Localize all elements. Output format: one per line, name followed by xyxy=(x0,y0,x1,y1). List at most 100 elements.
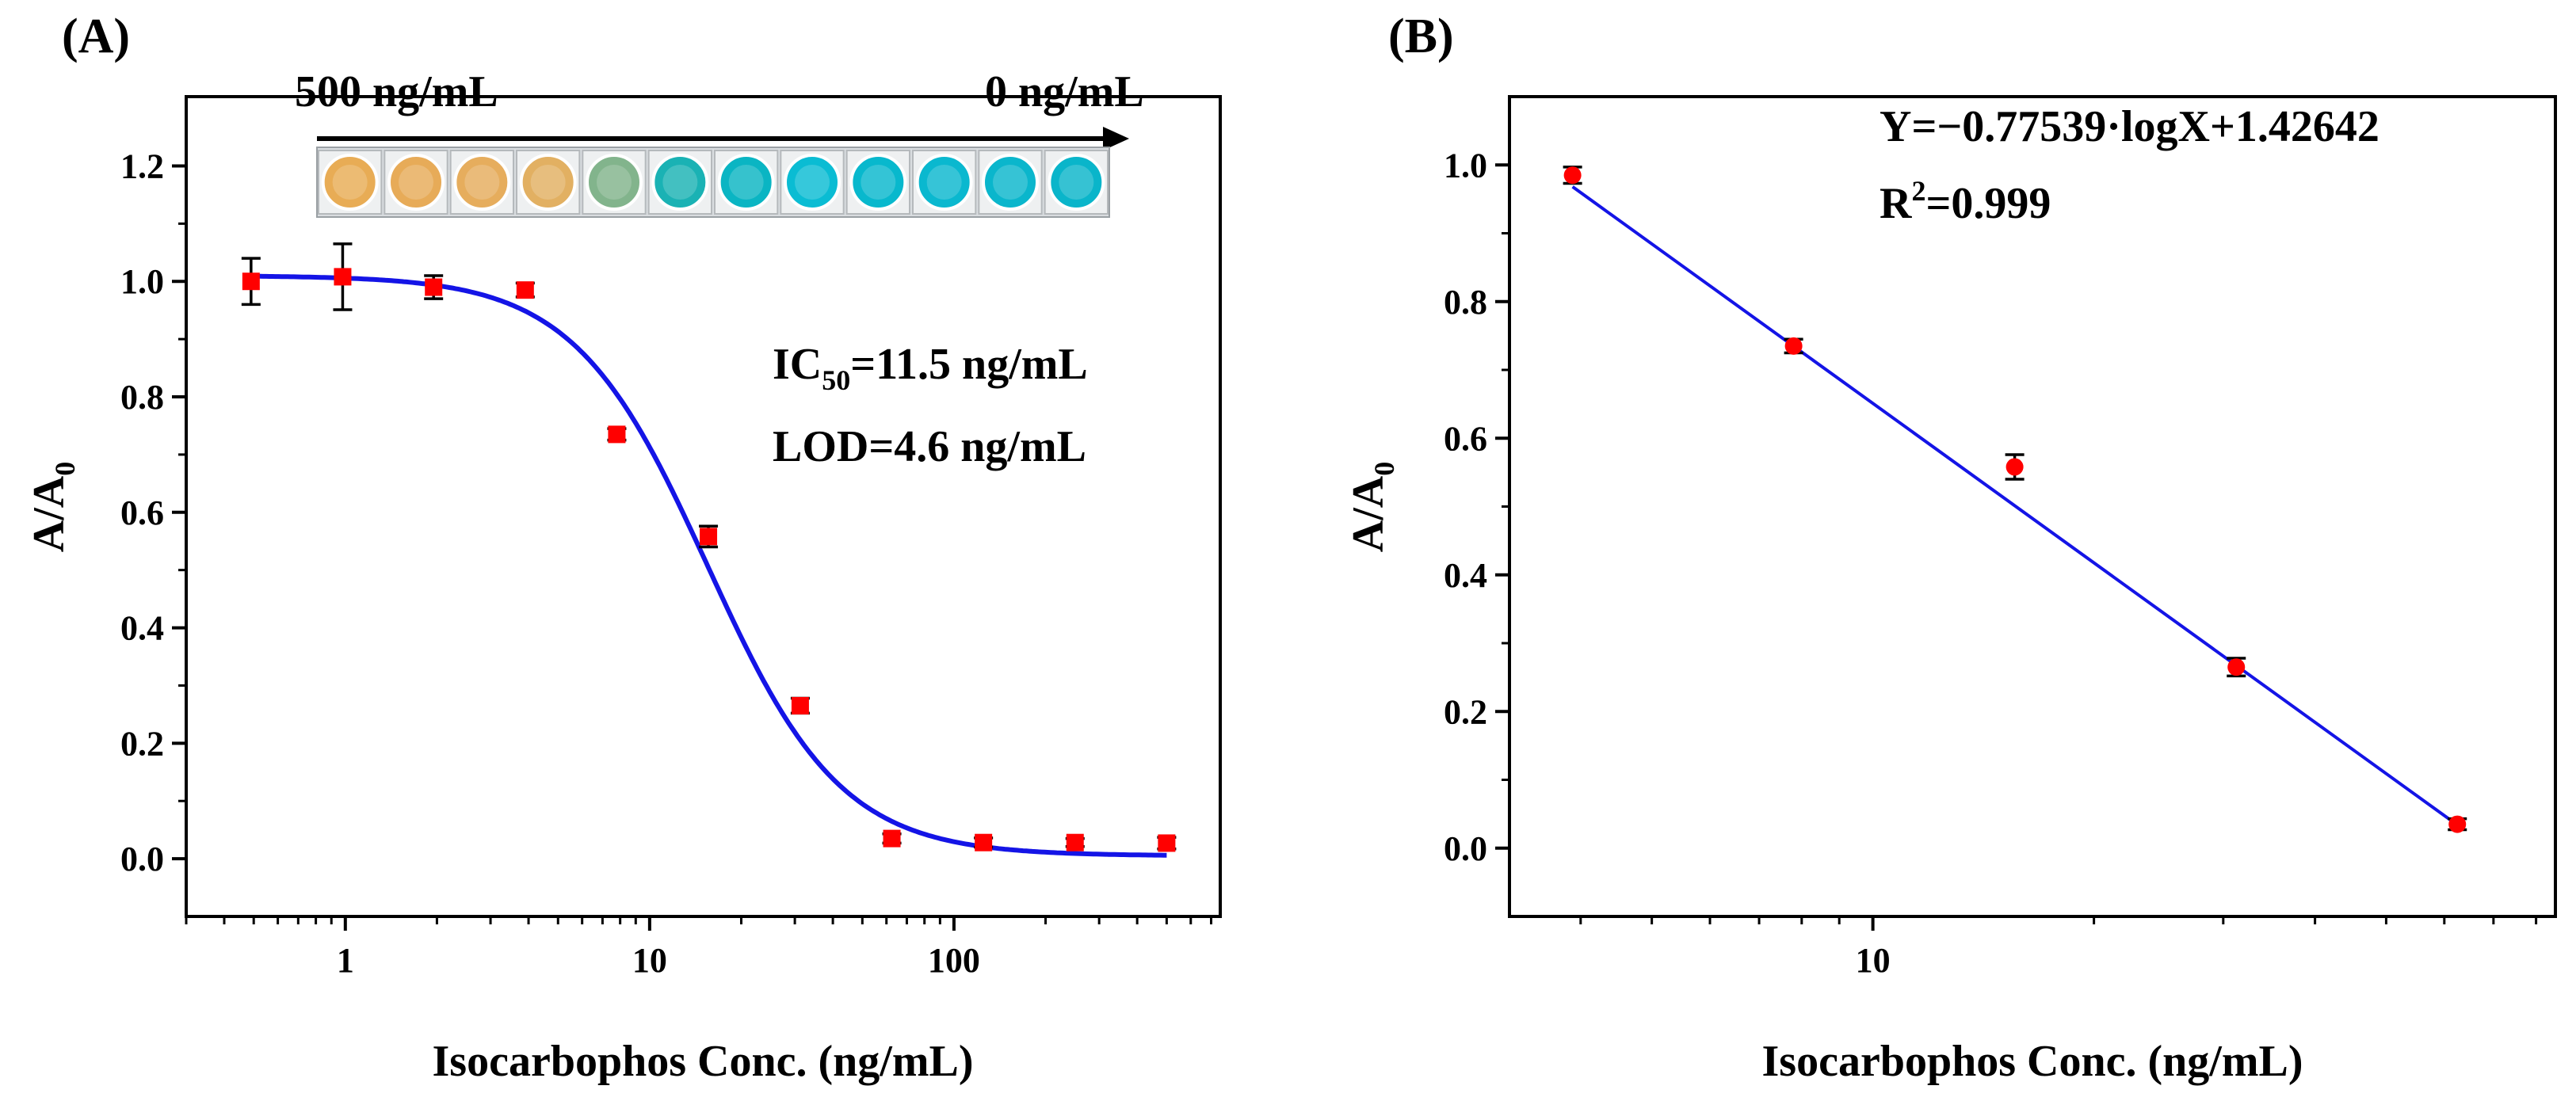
panel-a-y-axis-title: A/A0 xyxy=(25,462,81,552)
marker xyxy=(1563,166,1582,185)
panel-a-y-tick-label: 0.4 xyxy=(120,609,164,648)
panel-a-data-point xyxy=(882,829,902,848)
r2-annotation: R2=0.999 xyxy=(1880,175,2051,228)
well-highlight xyxy=(399,165,433,200)
well-highlight xyxy=(332,165,368,200)
r2-value: =0.999 xyxy=(1925,179,2051,228)
panel-a-y-tick-label: 1.2 xyxy=(120,147,164,185)
panel-b-x-axis-title: Isocarbophos Conc. (ng/mL) xyxy=(1762,1037,2303,1086)
panel-a-plot-frame xyxy=(185,95,1222,918)
panel-a-data-point xyxy=(333,242,353,311)
panel-b-y-axis-title-main: A/A xyxy=(1344,475,1393,552)
panel-a-y-axis-title-sub: 0 xyxy=(49,462,81,476)
panel-a-data-point xyxy=(1157,834,1177,852)
well-liquid xyxy=(915,154,973,211)
panel-b-y-tick-label: 0.8 xyxy=(1444,283,1487,322)
strip-well xyxy=(582,150,647,215)
well-highlight xyxy=(662,165,698,200)
well-liquid xyxy=(651,154,709,211)
well-highlight xyxy=(795,165,830,200)
panel-a-x-tick-label: 1 xyxy=(337,941,354,980)
panel-a-data-point xyxy=(790,696,810,715)
lod-annotation: LOD=4.6 ng/mL xyxy=(773,422,1086,471)
marker xyxy=(2448,815,2467,833)
panel-a-y-axis-title-main: A/A xyxy=(25,475,74,552)
panel-b-y-axis: 0.0 0.2 0.4 0.6 0.8 1.0 xyxy=(1444,146,1509,868)
well-liquid xyxy=(519,154,577,211)
panel-b-data-points xyxy=(1563,166,2467,833)
marker xyxy=(334,268,352,286)
panel-b-data-point xyxy=(2005,453,2025,481)
panel-b-x-axis: 10 xyxy=(1579,916,2538,980)
panel-b-fit-path xyxy=(1571,185,2459,827)
well-highlight xyxy=(464,165,500,200)
marker xyxy=(516,281,534,299)
panel-a: (A) 0.00.20.40.60.81.01.2 1 10 100 500 ng/… xyxy=(25,10,1222,1086)
marker xyxy=(700,528,718,546)
panel-b-data-point xyxy=(1784,337,1803,355)
strip-well xyxy=(912,150,977,215)
panel-a-y-tick-label: 1.0 xyxy=(120,262,164,301)
marker xyxy=(242,272,260,291)
panel-b-y-tick-label: 0.0 xyxy=(1444,829,1487,868)
panel-a-data-point xyxy=(974,833,994,851)
panel-a-y-axis: 0.0 0.2 0.4 0.6 0.8 1.0 1.2 xyxy=(120,147,186,878)
panel-a-data-points xyxy=(241,242,1177,852)
well-highlight xyxy=(861,165,896,200)
strip-well xyxy=(384,150,448,215)
panel-b-data-point xyxy=(1563,166,1582,185)
well-liquid xyxy=(387,154,445,211)
well-highlight xyxy=(530,165,566,200)
marker xyxy=(1784,337,1803,355)
strip-right-label: 0 ng/mL xyxy=(985,67,1144,116)
ic50-prefix: IC xyxy=(773,340,822,389)
panel-a-data-point xyxy=(515,281,535,299)
ic50-annotation: IC50=11.5 ng/mL xyxy=(773,340,1088,396)
panel-a-y-tick-label: 0.6 xyxy=(120,493,164,532)
panel-a-y-tick-label: 0.8 xyxy=(120,378,164,417)
panel-a-data-point xyxy=(607,425,627,444)
r2-prefix: R xyxy=(1880,179,1912,228)
panel-b-fit-line xyxy=(1571,185,2459,827)
well-liquid xyxy=(784,154,841,211)
strip-wells xyxy=(318,150,1109,215)
marker xyxy=(2005,458,2024,476)
panel-a-x-tick-label: 100 xyxy=(928,941,980,980)
panel-a-data-point xyxy=(1065,833,1085,851)
panel-a-y-tick-label: 0.2 xyxy=(120,724,164,763)
well-liquid xyxy=(586,154,643,211)
strip-well xyxy=(978,150,1043,215)
panel-b-y-tick-label: 0.2 xyxy=(1444,692,1487,731)
strip-plate xyxy=(316,147,1110,218)
strip-well xyxy=(780,150,845,215)
marker xyxy=(2227,658,2246,676)
marker xyxy=(608,425,626,444)
equation-annotation: Y=−0.77539·logX+1.42642 xyxy=(1880,102,2379,151)
panel-a-data-point xyxy=(241,257,261,307)
strip-well xyxy=(714,150,779,215)
panel-a-x-axis-title: Isocarbophos Conc. (ng/mL) xyxy=(433,1037,974,1086)
panel-b-y-tick-label: 0.6 xyxy=(1444,419,1487,458)
ic50-subscript: 50 xyxy=(822,364,850,396)
panel-a-data-point xyxy=(424,274,444,300)
well-highlight xyxy=(597,165,632,200)
well-highlight xyxy=(926,165,962,200)
marker xyxy=(1158,834,1176,852)
panel-a-x-axis: 1 10 100 xyxy=(185,916,1212,980)
marker xyxy=(975,833,993,851)
panel-b-data-point xyxy=(2448,815,2467,833)
strip-left-label: 500 ng/mL xyxy=(295,67,498,116)
well-liquid xyxy=(1048,154,1105,211)
panel-a-label: (A) xyxy=(62,10,130,63)
well-highlight xyxy=(1059,165,1094,200)
strip-well xyxy=(516,150,581,215)
panel-a-fit-path xyxy=(250,273,1167,858)
r2-superscript: 2 xyxy=(1911,175,1925,207)
well-liquid xyxy=(717,154,775,211)
marker xyxy=(791,696,809,714)
well-liquid xyxy=(453,154,511,211)
panel-a-y-tick-label: 0.0 xyxy=(120,840,164,878)
panel-b-data-point xyxy=(2227,657,2246,678)
strip-well xyxy=(1044,150,1109,215)
